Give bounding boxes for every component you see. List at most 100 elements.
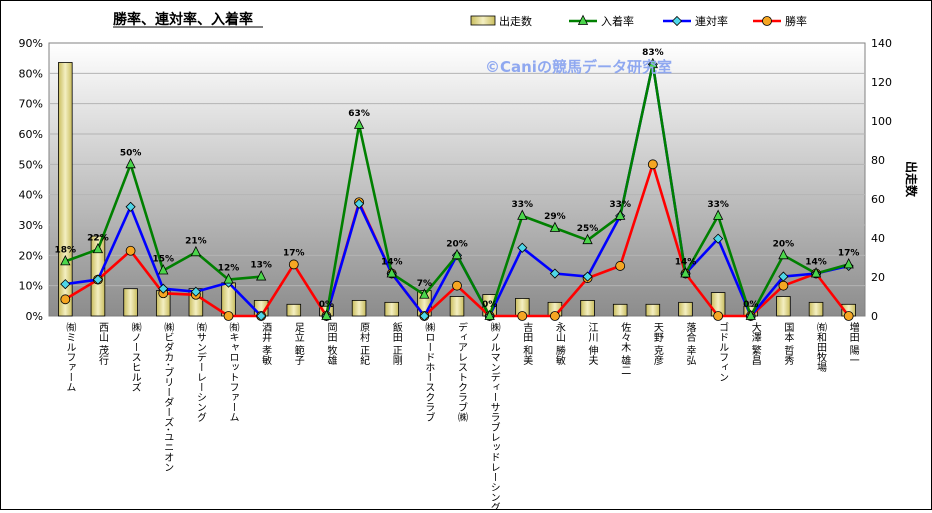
data-label: 50% [120, 148, 142, 158]
marker-circle [615, 261, 626, 271]
axes: 0% 10% 20% 30% 40% 50% 60% 70% 80% 90% 0 20 40 60 80 10… [19, 37, 892, 512]
marker-circle [843, 311, 854, 321]
marker-triangle [810, 267, 822, 278]
y-tick-label: 70% [19, 98, 43, 111]
data-label: 33% [512, 200, 534, 210]
data-label: 13% [250, 261, 272, 271]
data-label: 14% [381, 258, 403, 268]
x-tick-label: 足立 範子 [292, 322, 304, 365]
y-tick-label: 90% [19, 37, 43, 50]
marker-triangle [549, 221, 561, 232]
data-label: 63% [348, 109, 370, 119]
marker-triangle [778, 248, 789, 260]
marker-triangle [843, 258, 854, 269]
bar [384, 301, 399, 317]
x-tick-label: 西山 茂行 [96, 322, 108, 366]
marker-triangle [451, 248, 463, 260]
marker-circle [713, 311, 724, 321]
x-tick-label: 原村 正紀 [358, 322, 370, 365]
marker-circle [452, 280, 462, 291]
y2-tick-label: 40 [871, 232, 885, 245]
marker-circle [288, 259, 299, 270]
data-label: 0% [319, 300, 334, 310]
y2-tick-label: 120 [871, 76, 892, 89]
x-tick-label: 江川 伸夫 [586, 322, 598, 366]
data-label: 0% [482, 300, 497, 310]
y2-tick-label: 80 [871, 154, 885, 167]
data-label: 17% [283, 248, 305, 258]
x-tick-label: ㈲ミルファーム [64, 322, 76, 392]
data-label: 20% [773, 239, 795, 249]
data-label: 25% [577, 224, 599, 234]
marker-circle [223, 311, 234, 321]
marker-diamond [158, 283, 169, 294]
marker-triangle [353, 118, 365, 129]
marker-diamond [354, 198, 365, 209]
data-label: 17% [838, 248, 860, 258]
data-label: 21% [185, 236, 207, 246]
data-label: 22% [87, 233, 109, 243]
marker-triangle [577, 14, 589, 25]
legend-label: 入着率 [601, 14, 634, 28]
x-tick-label: 天野 克彦 [651, 322, 663, 366]
y-tick-label: 60% [19, 128, 43, 141]
x-tick-label: ディアレストクラブ㈱ [456, 321, 468, 422]
marker-diamond [517, 242, 528, 253]
data-label: 14% [675, 258, 697, 268]
marker-triangle [712, 209, 724, 220]
marker-diamond [190, 286, 201, 297]
marker-triangle [60, 255, 71, 266]
x-tick-label: 佐々木 雄二 [619, 322, 631, 375]
marker-diamond [60, 279, 71, 290]
y-tick-label: 20% [19, 249, 43, 262]
y-tick-label: 40% [19, 189, 43, 202]
x-tick-label: 大澤 繁昌 [749, 321, 761, 366]
marker-diamond [778, 271, 789, 282]
legend: 出走数 入着率 連対率 勝率 [470, 14, 807, 28]
x-tick-label: ゴドルフィン [717, 321, 729, 382]
data-labels: 18% 22% 50% 15% 21% 12% 13% 17% 0% 63% 14% 7% 20% 0% 3… [55, 48, 860, 310]
bar [58, 62, 73, 317]
marker-diamond [256, 310, 267, 322]
marker-triangle [517, 209, 528, 220]
y2-tick-label: 60 [871, 193, 885, 206]
marker-triangle [321, 309, 332, 320]
marker-diamond [713, 233, 724, 244]
x-tick-label: ㈲和田牧場 [815, 322, 827, 373]
x-tick-label: 増田 陽一 [847, 321, 859, 365]
x-tick-label: ㈱ノースヒルズ [129, 322, 141, 392]
bar [645, 303, 661, 317]
watermark: ©Caniの競馬データ研究室 [485, 58, 672, 76]
marker-triangle [190, 245, 202, 257]
bar [351, 299, 367, 317]
marker-diamond [549, 268, 560, 279]
marker-circle [60, 294, 71, 305]
marker-triangle [745, 309, 756, 320]
y-tick-label: 80% [19, 67, 43, 80]
y2-tick-label: 140 [871, 37, 892, 50]
marker-triangle [256, 270, 267, 281]
plot-area [48, 42, 866, 317]
marker-triangle [158, 264, 169, 275]
x-tick-label: 岡田 牧雄 [325, 322, 337, 366]
marker-triangle [223, 273, 234, 284]
x-tick-label: ㈲キャロットファーム [227, 322, 239, 422]
bar [123, 288, 138, 317]
bar [580, 299, 595, 317]
y-tick-label: 50% [19, 158, 43, 171]
gridlines [49, 72, 865, 287]
x-tick-label: ㈱ノルマンディーサラブレッドレーシング [488, 322, 500, 509]
bar [808, 301, 824, 317]
marker-circle [550, 311, 560, 321]
y2-tick-label: 100 [871, 115, 892, 128]
marker-triangle [125, 157, 136, 169]
marker-triangle [419, 288, 430, 299]
bar [776, 296, 791, 317]
y2-tick-label: 20 [871, 271, 885, 284]
marker-circle [647, 159, 658, 170]
x-tick-label: 永山 勝敏 [553, 321, 565, 366]
data-label: 29% [544, 212, 566, 222]
x-tick-label: ㈱ロードホースクラブ [423, 322, 435, 422]
